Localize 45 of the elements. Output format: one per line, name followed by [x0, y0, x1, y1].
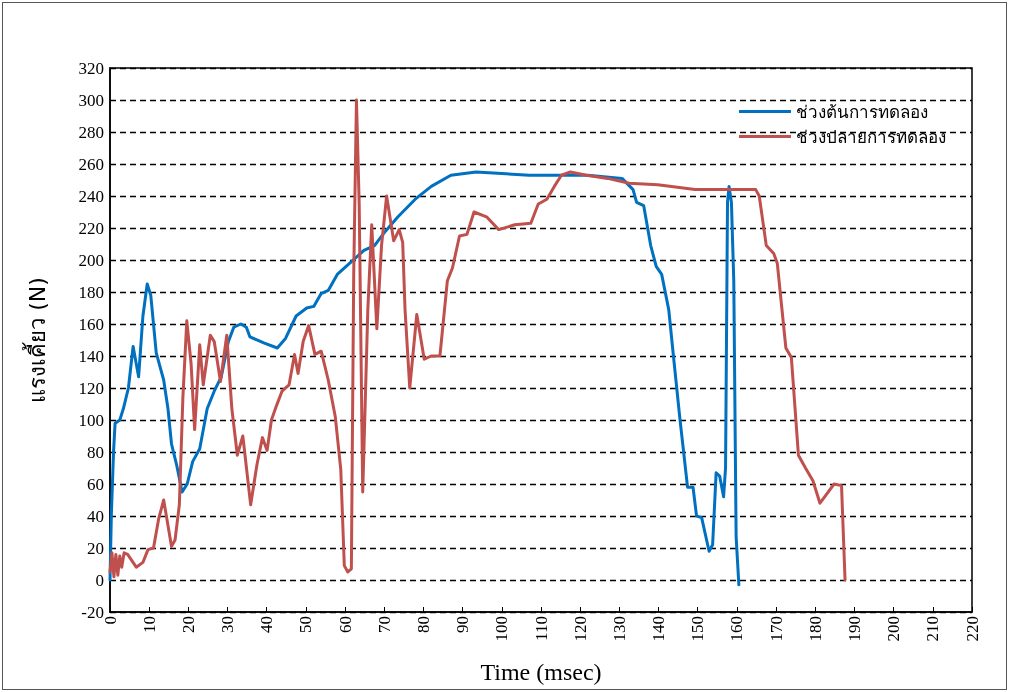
- x-tick-label: 60: [335, 616, 355, 633]
- y-tick-label: 220: [78, 218, 104, 238]
- line-series: [108, 170, 741, 587]
- x-tick-label: 90: [453, 616, 473, 633]
- x-tick-label: 70: [374, 616, 394, 633]
- x-tick-label: 20: [178, 616, 198, 633]
- x-tick-label: 130: [609, 616, 629, 642]
- x-tick-label: 50: [296, 616, 316, 633]
- x-tick-label: 160: [727, 616, 747, 642]
- y-tick-label: 80: [87, 442, 104, 462]
- y-tick-label: 300: [78, 90, 104, 110]
- x-tick-label: 120: [570, 616, 590, 642]
- y-tick-label: 140: [78, 346, 104, 366]
- y-tick-label: 20: [87, 538, 104, 558]
- y-tick-label: 60: [87, 474, 104, 494]
- x-axis-title: Time (msec): [480, 659, 602, 685]
- x-tick-label: 170: [766, 616, 786, 642]
- x-tick-label: 200: [884, 616, 904, 642]
- legend-label: ช่วงต้นการทดลอง: [796, 101, 928, 122]
- y-tick-label: 240: [78, 186, 104, 206]
- x-tick-label: 100: [492, 616, 512, 642]
- y-tick-label: 100: [78, 410, 104, 430]
- y-tick-label: 200: [78, 250, 104, 270]
- y-tick-label: 280: [78, 122, 104, 142]
- y-tick-label: 40: [87, 506, 104, 526]
- y-tick-label: 180: [78, 282, 104, 302]
- legend-label: ช่วงปลายการทดลอง: [796, 126, 946, 147]
- y-tick-label: -20: [81, 602, 104, 622]
- y-tick-label: 120: [78, 378, 104, 398]
- x-tick-label: 110: [531, 616, 551, 641]
- y-axis-title: แรงเคี้ยว (N): [21, 277, 50, 403]
- x-tick-label: 150: [688, 616, 708, 642]
- y-tick-label: 160: [78, 314, 104, 334]
- x-tick-label: 210: [923, 616, 943, 642]
- x-tick-label: 30: [218, 616, 238, 633]
- y-tick-label: 260: [78, 154, 104, 174]
- x-tick-label: 140: [649, 616, 669, 642]
- y-tick-label: 0: [95, 570, 104, 590]
- x-tick-label: 180: [805, 616, 825, 642]
- x-tick-label: 220: [962, 616, 982, 642]
- y-tick-label: 320: [78, 58, 104, 78]
- x-tick-label: 80: [413, 616, 433, 633]
- x-tick-label: 40: [257, 616, 277, 633]
- x-tick-label: 10: [139, 616, 159, 633]
- x-tick-label: 190: [844, 616, 864, 642]
